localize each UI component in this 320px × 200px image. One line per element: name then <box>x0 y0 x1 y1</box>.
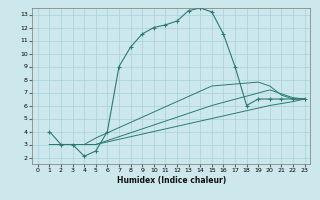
X-axis label: Humidex (Indice chaleur): Humidex (Indice chaleur) <box>116 176 226 185</box>
